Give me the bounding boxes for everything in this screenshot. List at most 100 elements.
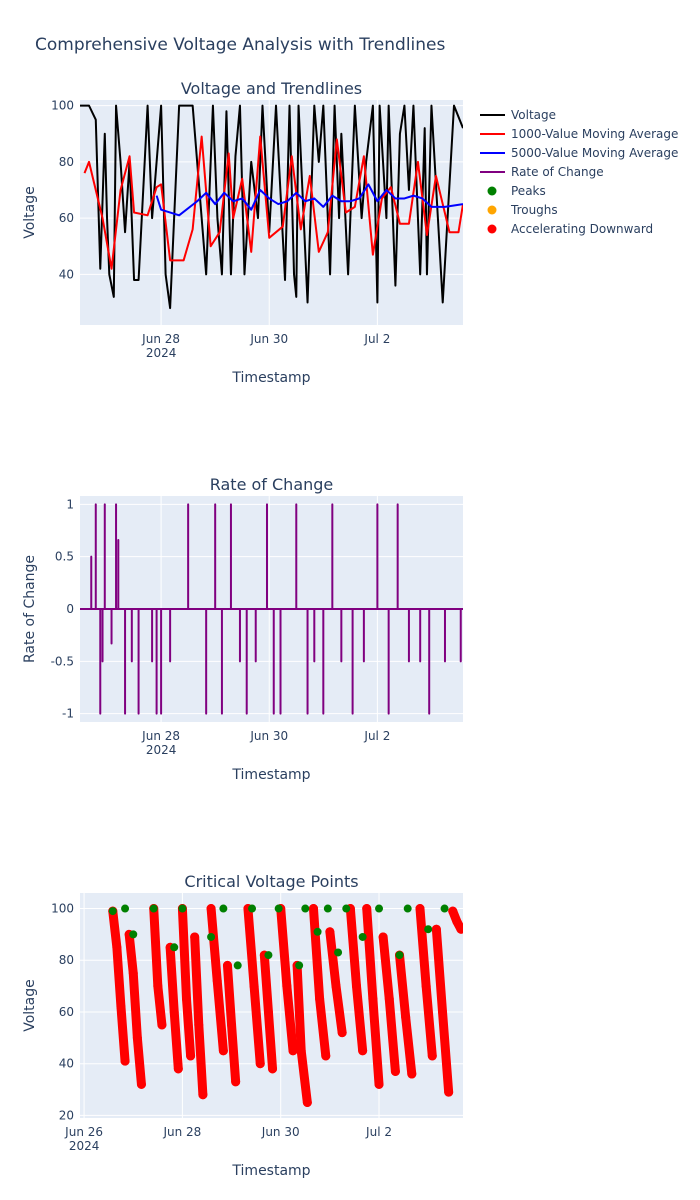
accelerating-downward-point xyxy=(325,927,335,937)
y-axis-title: Voltage xyxy=(22,186,38,239)
peak-point xyxy=(219,904,228,913)
y-tick-label: 60 xyxy=(59,211,74,225)
series-line-rate-of-change xyxy=(80,503,463,715)
y-tick-label: 100 xyxy=(51,99,74,113)
peak-point xyxy=(264,951,273,960)
peak-point xyxy=(207,932,216,941)
accelerating-downward-point xyxy=(153,981,163,991)
accelerating-downward-point xyxy=(308,904,318,914)
accelerating-downward-run xyxy=(124,929,146,1089)
accelerating-downward-point xyxy=(231,1077,241,1087)
legend-item[interactable]: Voltage xyxy=(480,108,556,122)
y-tick-label: 40 xyxy=(59,1057,74,1071)
peak-point xyxy=(108,907,117,916)
peak-point xyxy=(313,927,322,936)
x-axis-title: Timestamp xyxy=(231,370,310,386)
accelerating-downward-point xyxy=(351,981,361,991)
accelerating-downward-point xyxy=(268,1064,278,1074)
peak-point xyxy=(375,904,384,913)
accelerating-downward-point xyxy=(421,981,431,991)
legend-label: Troughs xyxy=(510,203,558,217)
accelerating-downward-point xyxy=(182,994,192,1004)
accelerating-downward-point xyxy=(255,1059,265,1069)
peak-point xyxy=(334,948,343,957)
x-tick-label: Jun 28 xyxy=(141,729,180,743)
peak-point xyxy=(248,904,257,913)
peak-point xyxy=(301,904,310,913)
peak-point xyxy=(149,904,158,913)
y-tick-label: 60 xyxy=(59,1005,74,1019)
x-year-label: 2024 xyxy=(146,743,177,757)
legend-item[interactable]: Peaks xyxy=(487,184,546,198)
x-tick-label: Jun 30 xyxy=(249,729,288,743)
accelerating-downward-point xyxy=(368,994,378,1004)
y-tick-label: -1 xyxy=(62,707,74,721)
series-line-5000-value-moving-average xyxy=(155,183,463,217)
accelerating-downward-point xyxy=(128,968,138,978)
y-tick-label: 80 xyxy=(59,155,74,169)
legend-item[interactable]: 1000-Value Moving Average xyxy=(480,127,678,141)
legend-label: Rate of Change xyxy=(511,165,604,179)
peak-point xyxy=(403,904,412,913)
x-year-label: 2024 xyxy=(146,346,177,360)
legend-item[interactable]: 5000-Value Moving Average xyxy=(480,146,678,160)
data-layer xyxy=(80,104,463,310)
legend-swatch-marker xyxy=(487,224,497,234)
legend-item[interactable]: Rate of Change xyxy=(480,165,604,179)
peak-point xyxy=(424,925,433,934)
accelerating-downward-point xyxy=(288,1046,298,1056)
accelerating-downward-point xyxy=(198,1090,208,1100)
peak-point xyxy=(129,930,138,939)
accelerating-downward-point xyxy=(452,916,462,926)
x-tick-label: Jun 30 xyxy=(249,332,288,346)
legend-item[interactable]: Accelerating Downward xyxy=(487,222,654,236)
accelerating-downward-point xyxy=(190,932,200,942)
accelerating-downward-point xyxy=(136,1079,146,1089)
accelerating-downward-point xyxy=(358,1046,368,1056)
x-tick-label: Jul 2 xyxy=(363,729,390,743)
legend: Voltage 1000-Value Moving Average 5000-Val… xyxy=(480,108,678,236)
peak-point xyxy=(323,904,332,913)
peak-point xyxy=(342,904,351,913)
y-tick-label: 40 xyxy=(59,267,74,281)
accelerating-downward-point xyxy=(132,1033,142,1043)
figure-title: Comprehensive Voltage Analysis with Tren… xyxy=(35,35,446,55)
accelerating-downward-point xyxy=(249,981,259,991)
accelerating-downward-point xyxy=(120,1056,130,1066)
accelerating-downward-point xyxy=(374,1079,384,1089)
accelerating-downward-point xyxy=(112,942,122,952)
accelerating-downward-point xyxy=(337,1028,347,1038)
accelerating-downward-point xyxy=(296,1046,306,1056)
legend-swatch-marker xyxy=(487,205,497,215)
accelerating-downward-point xyxy=(302,1097,312,1107)
accelerating-downward-point xyxy=(116,1002,126,1012)
legend-item[interactable]: Troughs xyxy=(487,203,558,217)
x-tick-label: Jun 26 xyxy=(64,1125,103,1139)
accelerating-downward-point xyxy=(362,904,372,914)
legend-swatch-marker xyxy=(487,186,497,196)
accelerating-downward-point xyxy=(438,1007,448,1017)
accelerating-downward-point xyxy=(169,1007,179,1017)
y-tick-label: 0 xyxy=(66,602,74,616)
peak-point xyxy=(121,904,130,913)
accelerating-downward-point xyxy=(321,1051,331,1061)
accelerating-downward-point xyxy=(390,1066,400,1076)
peak-point xyxy=(170,943,179,952)
x-tick-label: Jun 28 xyxy=(141,332,180,346)
subplot-title: Voltage and Trendlines xyxy=(181,79,362,98)
legend-label: 1000-Value Moving Average xyxy=(511,127,678,141)
accelerating-downward-point xyxy=(415,904,425,914)
x-tick-label: Jul 2 xyxy=(365,1125,392,1139)
peak-point xyxy=(395,951,404,960)
accelerating-downward-point xyxy=(378,932,388,942)
x-tick-label: Jun 28 xyxy=(162,1125,201,1139)
peak-point xyxy=(178,904,187,913)
y-tick-label: 20 xyxy=(59,1108,74,1122)
accelerating-downward-point xyxy=(384,994,394,1004)
accelerating-downward-point xyxy=(282,981,292,991)
peak-point xyxy=(358,932,367,941)
series-line-1000-value-moving-average xyxy=(83,135,463,270)
accelerating-downward-point xyxy=(401,1012,411,1022)
